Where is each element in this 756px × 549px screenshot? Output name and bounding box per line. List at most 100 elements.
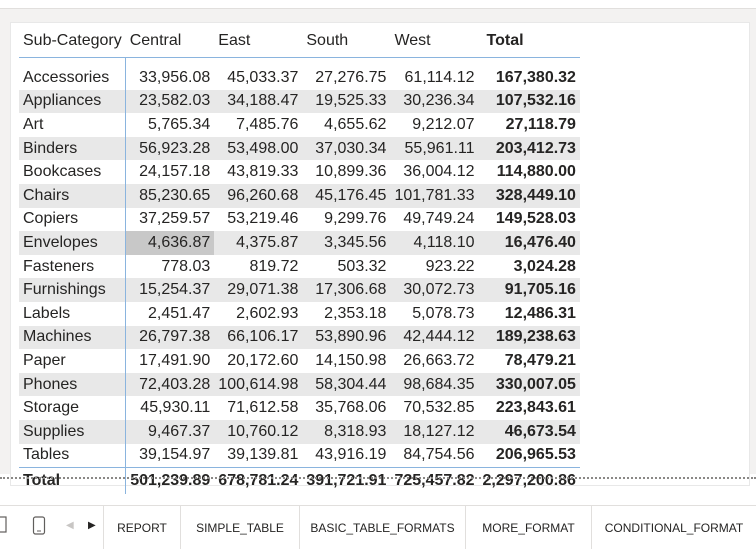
row-label[interactable]: Furnishings bbox=[19, 278, 126, 302]
table-row[interactable]: Bookcases 24,157.18 43,819.33 10,899.36 36,0… bbox=[19, 160, 580, 184]
table-row[interactable]: Art 5,765.34 7,485.76 4,655.62 9,212.07 27,11… bbox=[19, 113, 580, 137]
header-south[interactable]: South bbox=[306, 32, 349, 49]
value-cell[interactable]: 101,781.33 bbox=[390, 183, 479, 208]
value-cell[interactable]: 58,304.44 bbox=[302, 372, 391, 397]
value-cell[interactable]: 42,444.12 bbox=[390, 325, 479, 350]
value-cell[interactable]: 3,345.56 bbox=[302, 231, 391, 255]
value-cell[interactable]: 27,276.75 bbox=[315, 68, 387, 86]
matrix-visual[interactable]: Sub-Category Central East South West Tot… bbox=[10, 22, 750, 495]
row-label[interactable]: Supplies bbox=[19, 419, 126, 444]
table-row[interactable]: Appliances 23,582.03 34,188.47 19,525.33 30,… bbox=[19, 89, 580, 114]
value-cell[interactable]: 84,754.56 bbox=[403, 446, 475, 464]
value-cell[interactable]: 53,498.00 bbox=[214, 136, 303, 161]
value-cell[interactable]: 5,078.73 bbox=[412, 304, 475, 322]
row-label[interactable]: Labels bbox=[23, 304, 71, 322]
table-row[interactable]: Storage 45,930.11 71,612.58 35,768.06 70,532… bbox=[19, 396, 580, 420]
row-label[interactable]: Tables bbox=[23, 446, 70, 464]
row-total-cell[interactable]: 114,880.00 bbox=[496, 163, 576, 181]
table-row[interactable]: Paper 17,491.90 20,172.60 14,150.98 26,663.7… bbox=[19, 349, 580, 373]
value-cell[interactable]: 18,127.12 bbox=[390, 419, 479, 444]
row-label[interactable]: Copiers bbox=[23, 210, 79, 228]
row-total-cell[interactable]: 189,238.63 bbox=[478, 325, 580, 350]
row-total-cell[interactable]: 3,024.28 bbox=[513, 257, 576, 275]
table-row[interactable]: Envelopes 4,636.87 4,375.87 3,345.56 4,118.1… bbox=[19, 231, 580, 255]
value-cell[interactable]: 29,071.38 bbox=[214, 278, 303, 302]
value-cell[interactable]: 36,004.12 bbox=[403, 163, 475, 181]
value-cell[interactable]: 503.32 bbox=[337, 257, 387, 275]
row-total-cell[interactable]: 149,528.03 bbox=[495, 210, 576, 228]
table-row[interactable]: Machines 26,797.38 66,106.17 53,890.96 42,44… bbox=[19, 325, 580, 350]
value-cell[interactable]: 7,485.76 bbox=[236, 115, 299, 133]
value-cell[interactable]: 4,636.87 bbox=[125, 231, 215, 255]
row-label[interactable]: Fasteners bbox=[23, 257, 95, 275]
value-cell[interactable]: 37,259.57 bbox=[125, 207, 215, 232]
value-cell[interactable]: 26,797.38 bbox=[125, 325, 215, 350]
value-cell[interactable]: 20,172.60 bbox=[227, 351, 299, 369]
value-cell[interactable]: 85,230.65 bbox=[125, 183, 215, 208]
value-cell[interactable]: 26,663.72 bbox=[403, 351, 475, 369]
row-total-cell[interactable]: 330,007.05 bbox=[478, 372, 580, 397]
tab-report[interactable]: REPORT bbox=[103, 506, 181, 549]
row-label[interactable]: Machines bbox=[19, 325, 126, 350]
table-row[interactable]: Phones 72,403.28 100,614.98 58,304.44 98,684… bbox=[19, 372, 580, 397]
value-cell[interactable]: 34,188.47 bbox=[214, 89, 303, 114]
row-label[interactable]: Envelopes bbox=[19, 231, 126, 255]
row-label[interactable]: Art bbox=[23, 115, 44, 133]
header-total[interactable]: Total bbox=[486, 32, 524, 49]
grand-total-cell[interactable]: 391,721.91 bbox=[302, 467, 391, 495]
value-cell[interactable]: 71,612.58 bbox=[227, 399, 299, 417]
row-total-cell[interactable]: 91,705.16 bbox=[478, 278, 580, 302]
value-cell[interactable]: 43,819.33 bbox=[227, 163, 299, 181]
value-cell[interactable]: 55,961.11 bbox=[390, 136, 479, 161]
value-cell[interactable]: 43,916.19 bbox=[315, 446, 387, 464]
row-label[interactable]: Binders bbox=[19, 136, 126, 161]
row-label[interactable]: Chairs bbox=[19, 183, 126, 208]
value-cell[interactable]: 2,451.47 bbox=[125, 301, 215, 326]
row-label[interactable]: Paper bbox=[23, 351, 66, 369]
grand-total-cell[interactable]: 501,239.89 bbox=[125, 467, 215, 495]
value-cell[interactable]: 9,467.37 bbox=[125, 419, 215, 444]
row-total-cell[interactable]: 206,965.53 bbox=[495, 446, 576, 464]
grand-total-overall[interactable]: 2,297,200.86 bbox=[478, 467, 580, 495]
table-row[interactable]: Copiers 37,259.57 53,219.46 9,299.76 49,749.… bbox=[19, 207, 580, 232]
value-cell[interactable]: 4,655.62 bbox=[324, 115, 387, 133]
grand-total-cell[interactable]: 725,457.82 bbox=[390, 467, 479, 495]
value-cell[interactable]: 819.72 bbox=[249, 257, 299, 275]
value-cell[interactable]: 100,614.98 bbox=[214, 372, 303, 397]
value-cell[interactable]: 4,375.87 bbox=[214, 231, 303, 255]
row-label[interactable]: Appliances bbox=[19, 89, 126, 114]
row-label[interactable]: Accessories bbox=[23, 68, 110, 86]
mobile-layout-icon[interactable] bbox=[32, 516, 46, 539]
square-icon[interactable] bbox=[0, 516, 8, 537]
value-cell[interactable]: 17,491.90 bbox=[125, 349, 215, 373]
row-total-cell[interactable]: 12,486.31 bbox=[504, 304, 576, 322]
value-cell[interactable]: 35,768.06 bbox=[315, 399, 387, 417]
value-cell[interactable]: 45,930.11 bbox=[125, 396, 215, 420]
value-cell[interactable]: 30,236.34 bbox=[390, 89, 479, 114]
row-total-cell[interactable]: 328,449.10 bbox=[478, 183, 580, 208]
table-row[interactable]: Chairs 85,230.65 96,260.68 45,176.45 101,781… bbox=[19, 183, 580, 208]
value-cell[interactable]: 10,899.36 bbox=[315, 163, 387, 181]
value-cell[interactable]: 39,139.81 bbox=[227, 446, 299, 464]
row-label[interactable]: Phones bbox=[19, 372, 126, 397]
value-cell[interactable]: 5,765.34 bbox=[125, 113, 215, 137]
header-sub-category[interactable]: Sub-Category bbox=[23, 32, 122, 49]
table-row[interactable]: Supplies 9,467.37 10,760.12 8,318.93 18,127.… bbox=[19, 419, 580, 444]
value-cell[interactable]: 4,118.10 bbox=[390, 231, 479, 255]
value-cell[interactable]: 72,403.28 bbox=[125, 372, 215, 397]
value-cell[interactable]: 37,030.34 bbox=[302, 136, 391, 161]
tab-conditional-format[interactable]: CONDITIONAL_FORMAT bbox=[604, 520, 744, 535]
table-row[interactable]: Furnishings 15,254.37 29,071.38 17,306.68 30… bbox=[19, 278, 580, 302]
value-cell[interactable]: 2,353.18 bbox=[324, 304, 387, 322]
value-cell[interactable]: 17,306.68 bbox=[302, 278, 391, 302]
row-total-cell[interactable]: 46,673.54 bbox=[478, 419, 580, 444]
header-central[interactable]: Central bbox=[129, 32, 182, 49]
value-cell[interactable]: 10,760.12 bbox=[214, 419, 303, 444]
value-cell[interactable]: 9,299.76 bbox=[324, 210, 387, 228]
value-cell[interactable]: 33,956.08 bbox=[125, 66, 215, 90]
value-cell[interactable]: 19,525.33 bbox=[302, 89, 391, 114]
value-cell[interactable]: 778.03 bbox=[125, 254, 215, 279]
value-cell[interactable]: 98,684.35 bbox=[390, 372, 479, 397]
value-cell[interactable]: 9,212.07 bbox=[412, 115, 475, 133]
value-cell[interactable]: 45,176.45 bbox=[302, 183, 391, 208]
